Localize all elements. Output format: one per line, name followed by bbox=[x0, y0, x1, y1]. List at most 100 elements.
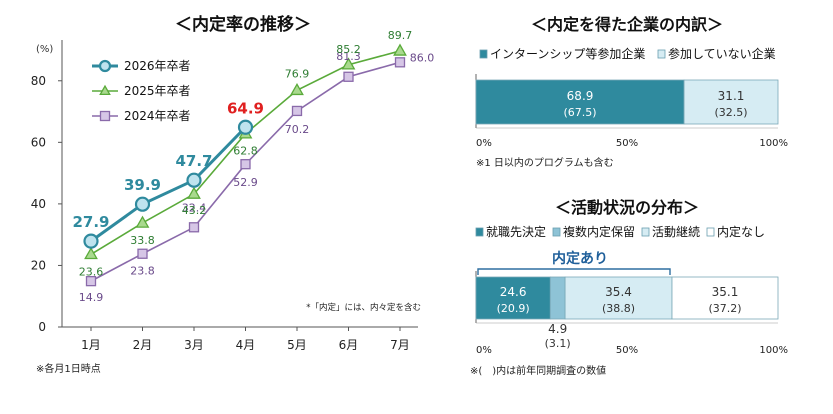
stacked-chart-title-2: ＜活動状況の分布＞ bbox=[555, 198, 699, 217]
data-label-s1-6: 89.7 bbox=[388, 29, 413, 42]
data-label-s2-5: 81.3 bbox=[336, 50, 361, 63]
y-tick-label: 40 bbox=[31, 197, 46, 211]
legend-swatch-1-1 bbox=[657, 49, 666, 59]
stacked-chart-footnote-2: ※( )内は前年同期調査の数値 bbox=[470, 364, 606, 377]
data-point-s2-5 bbox=[343, 71, 354, 82]
data-point-s1-5 bbox=[341, 57, 356, 70]
data-label-s2-2: 32.4 bbox=[182, 201, 207, 214]
legend-marker-1 bbox=[99, 84, 111, 96]
x-tick-label-2-0: 0% bbox=[476, 345, 492, 356]
data-point-s0-3 bbox=[237, 119, 254, 135]
x-tick-label-1-2: 100% bbox=[759, 138, 788, 149]
legend-label-1: 2025年卒者 bbox=[124, 84, 191, 98]
legend-marker-0 bbox=[98, 59, 112, 73]
data-label-s1-1: 33.8 bbox=[130, 234, 155, 247]
stacked-chart-footnote-1: ※1 日以内のプログラムも含む bbox=[476, 156, 614, 169]
bar-prev-label-1-1: (32.5) bbox=[714, 106, 747, 119]
x-tick-label: 3月 bbox=[184, 338, 204, 352]
data-label-s2-4: 70.2 bbox=[285, 123, 310, 136]
data-label-s1-3: 62.8 bbox=[233, 145, 258, 158]
legend-label-2-2: 活動継続 bbox=[652, 224, 700, 239]
bar-value-label-2-0: 24.6 bbox=[500, 285, 527, 299]
y-tick-label: 0 bbox=[38, 320, 46, 334]
data-point-s1-2 bbox=[187, 186, 201, 199]
legend-swatch-1-0 bbox=[479, 49, 488, 59]
x-tick-label-1-0: 0% bbox=[476, 138, 492, 149]
y-tick-label: 60 bbox=[31, 135, 46, 149]
bar-value-label-1-0: 68.9 bbox=[567, 89, 594, 103]
data-point-s0-0 bbox=[83, 233, 99, 249]
data-point-s2-4 bbox=[291, 105, 303, 117]
data-point-s2-3 bbox=[240, 159, 251, 170]
legend-marker-2 bbox=[99, 110, 111, 122]
data-point-s0-2 bbox=[186, 172, 202, 188]
series-line-0 bbox=[90, 126, 247, 243]
x-tick-label-2-2: 100% bbox=[759, 345, 788, 356]
bar-prev-label-2-3: (37.2) bbox=[708, 302, 741, 315]
bar-segment-2-1 bbox=[549, 276, 566, 320]
bar-value-label-1-1: 31.1 bbox=[718, 89, 745, 103]
data-point-s1-6 bbox=[393, 43, 407, 56]
legend-label-2-0: 就職先決定 bbox=[486, 224, 546, 239]
legend-swatch-2-0 bbox=[475, 227, 484, 237]
x-tick-label: 2月 bbox=[133, 338, 153, 352]
bar-prev-label-2-2: (38.8) bbox=[602, 302, 635, 315]
data-point-s1-4 bbox=[290, 82, 304, 96]
data-label-s2-3: 52.9 bbox=[233, 176, 258, 189]
legend-swatch-2-2 bbox=[641, 227, 650, 237]
data-label-s0-1: 39.9 bbox=[124, 176, 161, 194]
data-point-s2-2 bbox=[188, 222, 200, 233]
data-point-s1-1 bbox=[135, 215, 150, 228]
line-chart-annotation: *「内定」には、内々定を含む bbox=[306, 302, 421, 313]
bar-prev-label-2-0: (20.9) bbox=[497, 302, 530, 315]
data-label-s1-2: 43.2 bbox=[182, 204, 207, 217]
data-label-s2-6: 86.0 bbox=[410, 51, 435, 64]
bar-value-label-2-3: 35.1 bbox=[712, 285, 739, 299]
data-label-s2-0: 14.9 bbox=[79, 291, 104, 304]
x-tick-label-2-1: 50% bbox=[616, 345, 638, 356]
legend-label-1-0: インターンシップ等参加企業 bbox=[490, 46, 645, 61]
x-tick-label: 1月 bbox=[81, 338, 101, 352]
legend-swatch-2-3 bbox=[706, 227, 715, 237]
data-label-s1-0: 23.6 bbox=[79, 265, 104, 278]
bar-value-label-2-2: 35.4 bbox=[605, 285, 632, 299]
data-point-s0-1 bbox=[134, 196, 151, 212]
data-label-s0-0: 27.9 bbox=[72, 213, 109, 231]
legend-label-0: 2026年卒者 bbox=[124, 59, 191, 73]
x-tick-label: 6月 bbox=[339, 338, 359, 352]
data-point-s2-0 bbox=[85, 275, 97, 287]
bar-prev-label-2-1: (3.1) bbox=[545, 337, 571, 350]
bar-prev-label-1-0: (67.5) bbox=[563, 106, 596, 119]
legend-label-2-3: 内定なし bbox=[717, 224, 765, 239]
data-label-s0-2: 47.7 bbox=[175, 152, 212, 170]
y-tick-label: 80 bbox=[31, 74, 46, 88]
data-point-s2-1 bbox=[137, 248, 148, 259]
bar-segment-1-0 bbox=[475, 79, 685, 125]
x-tick-label: 4月 bbox=[236, 338, 256, 352]
line-chart-footnote: ※各月1日時点 bbox=[36, 362, 101, 375]
x-tick-label-1-1: 50% bbox=[616, 138, 638, 149]
data-point-s1-0 bbox=[84, 246, 98, 260]
bar-segment-2-3 bbox=[671, 276, 779, 320]
bar-value-label-2-1: 4.9 bbox=[548, 322, 567, 336]
bracket-label: 内定あり bbox=[552, 250, 608, 267]
bracket-line bbox=[477, 268, 671, 275]
stacked-chart-title-1: ＜内定を得た企業の内訳＞ bbox=[531, 15, 723, 34]
legend-label-2: 2024年卒者 bbox=[124, 109, 191, 123]
y-tick-label: 20 bbox=[31, 258, 46, 272]
data-label-s1-4: 76.9 bbox=[285, 67, 310, 80]
bar-segment-2-2 bbox=[564, 276, 673, 320]
x-tick-label: 7月 bbox=[390, 338, 410, 352]
data-label-s0-3: 64.9 bbox=[227, 99, 264, 117]
line-chart-title: ＜内定率の推移＞ bbox=[175, 14, 311, 35]
y-axis-unit: (%) bbox=[36, 44, 53, 55]
bar-segment-2-0 bbox=[475, 276, 551, 320]
data-point-s2-6 bbox=[394, 57, 406, 68]
legend-label-1-1: 参加していない企業 bbox=[668, 46, 776, 61]
x-tick-label: 5月 bbox=[287, 338, 307, 352]
bar-segment-1-1 bbox=[683, 79, 779, 125]
data-label-s1-5: 85.2 bbox=[336, 43, 361, 56]
legend-swatch-2-1 bbox=[552, 227, 561, 237]
